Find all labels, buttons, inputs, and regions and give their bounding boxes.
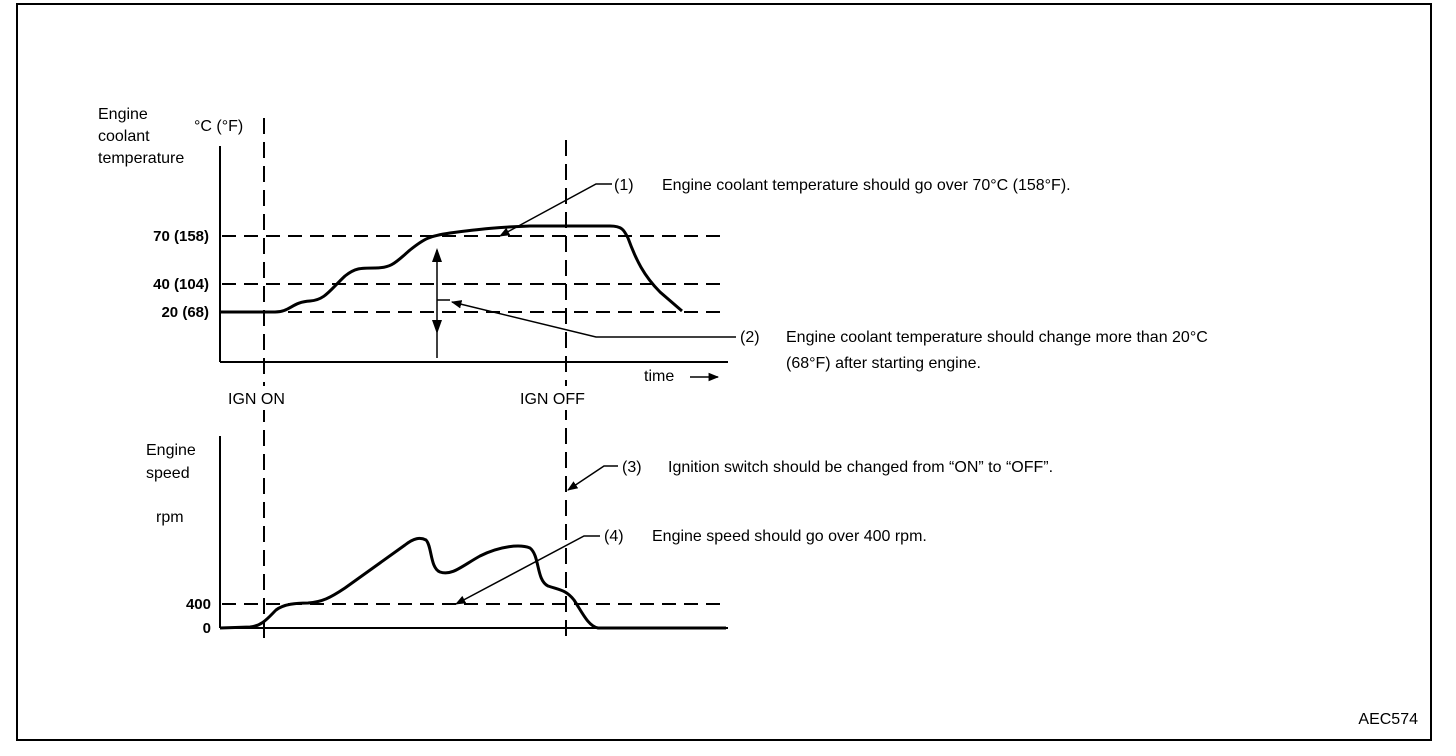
delta-arrow-head-up (432, 248, 442, 262)
tick-70: 70 (158) (153, 228, 209, 245)
tick-40: 40 (104) (153, 276, 209, 293)
figure-id: AEC574 (1358, 711, 1418, 728)
coolant-temp-curve (220, 224, 683, 314)
top-ylabel-line1: Engine (98, 106, 148, 123)
note-1-text: Engine coolant temperature should go ove… (662, 177, 1071, 194)
engine-speed-curve (219, 536, 726, 630)
note-4-number: (4) (604, 528, 624, 545)
note-3-number: (3) (622, 459, 642, 476)
top-ylabel-line3: temperature (98, 150, 184, 167)
callout-1-leader (499, 183, 612, 237)
time-label: time (644, 368, 674, 385)
ign-off-label: IGN OFF (520, 391, 585, 408)
tick-0: 0 (203, 620, 211, 637)
note-3-text: Ignition switch should be changed from “… (668, 459, 1053, 476)
bottom-ylabel-line2: speed (146, 465, 190, 482)
note-4-text: Engine speed should go over 400 rpm. (652, 528, 927, 545)
ign-on-label: IGN ON (228, 391, 285, 408)
figure-frame (16, 3, 1432, 741)
top-unit-label: °C (°F) (194, 118, 243, 135)
top-ylabel-line2: coolant (98, 128, 150, 145)
callout-3-leader (567, 465, 618, 491)
callout-2-leader (450, 300, 736, 338)
note-2-text-line1: Engine coolant temperature should change… (786, 329, 1208, 346)
tick-20: 20 (68) (161, 304, 209, 321)
note-2-text-line2: (68°F) after starting engine. (786, 355, 981, 372)
note-1-number: (1) (614, 177, 634, 194)
delta-arrow-head-down (432, 320, 442, 334)
bottom-unit-label: rpm (156, 509, 184, 526)
bottom-ylabel-line1: Engine (146, 442, 196, 459)
tick-400: 400 (186, 596, 211, 613)
callout-4-leader (455, 535, 600, 605)
note-2-number: (2) (740, 329, 760, 346)
